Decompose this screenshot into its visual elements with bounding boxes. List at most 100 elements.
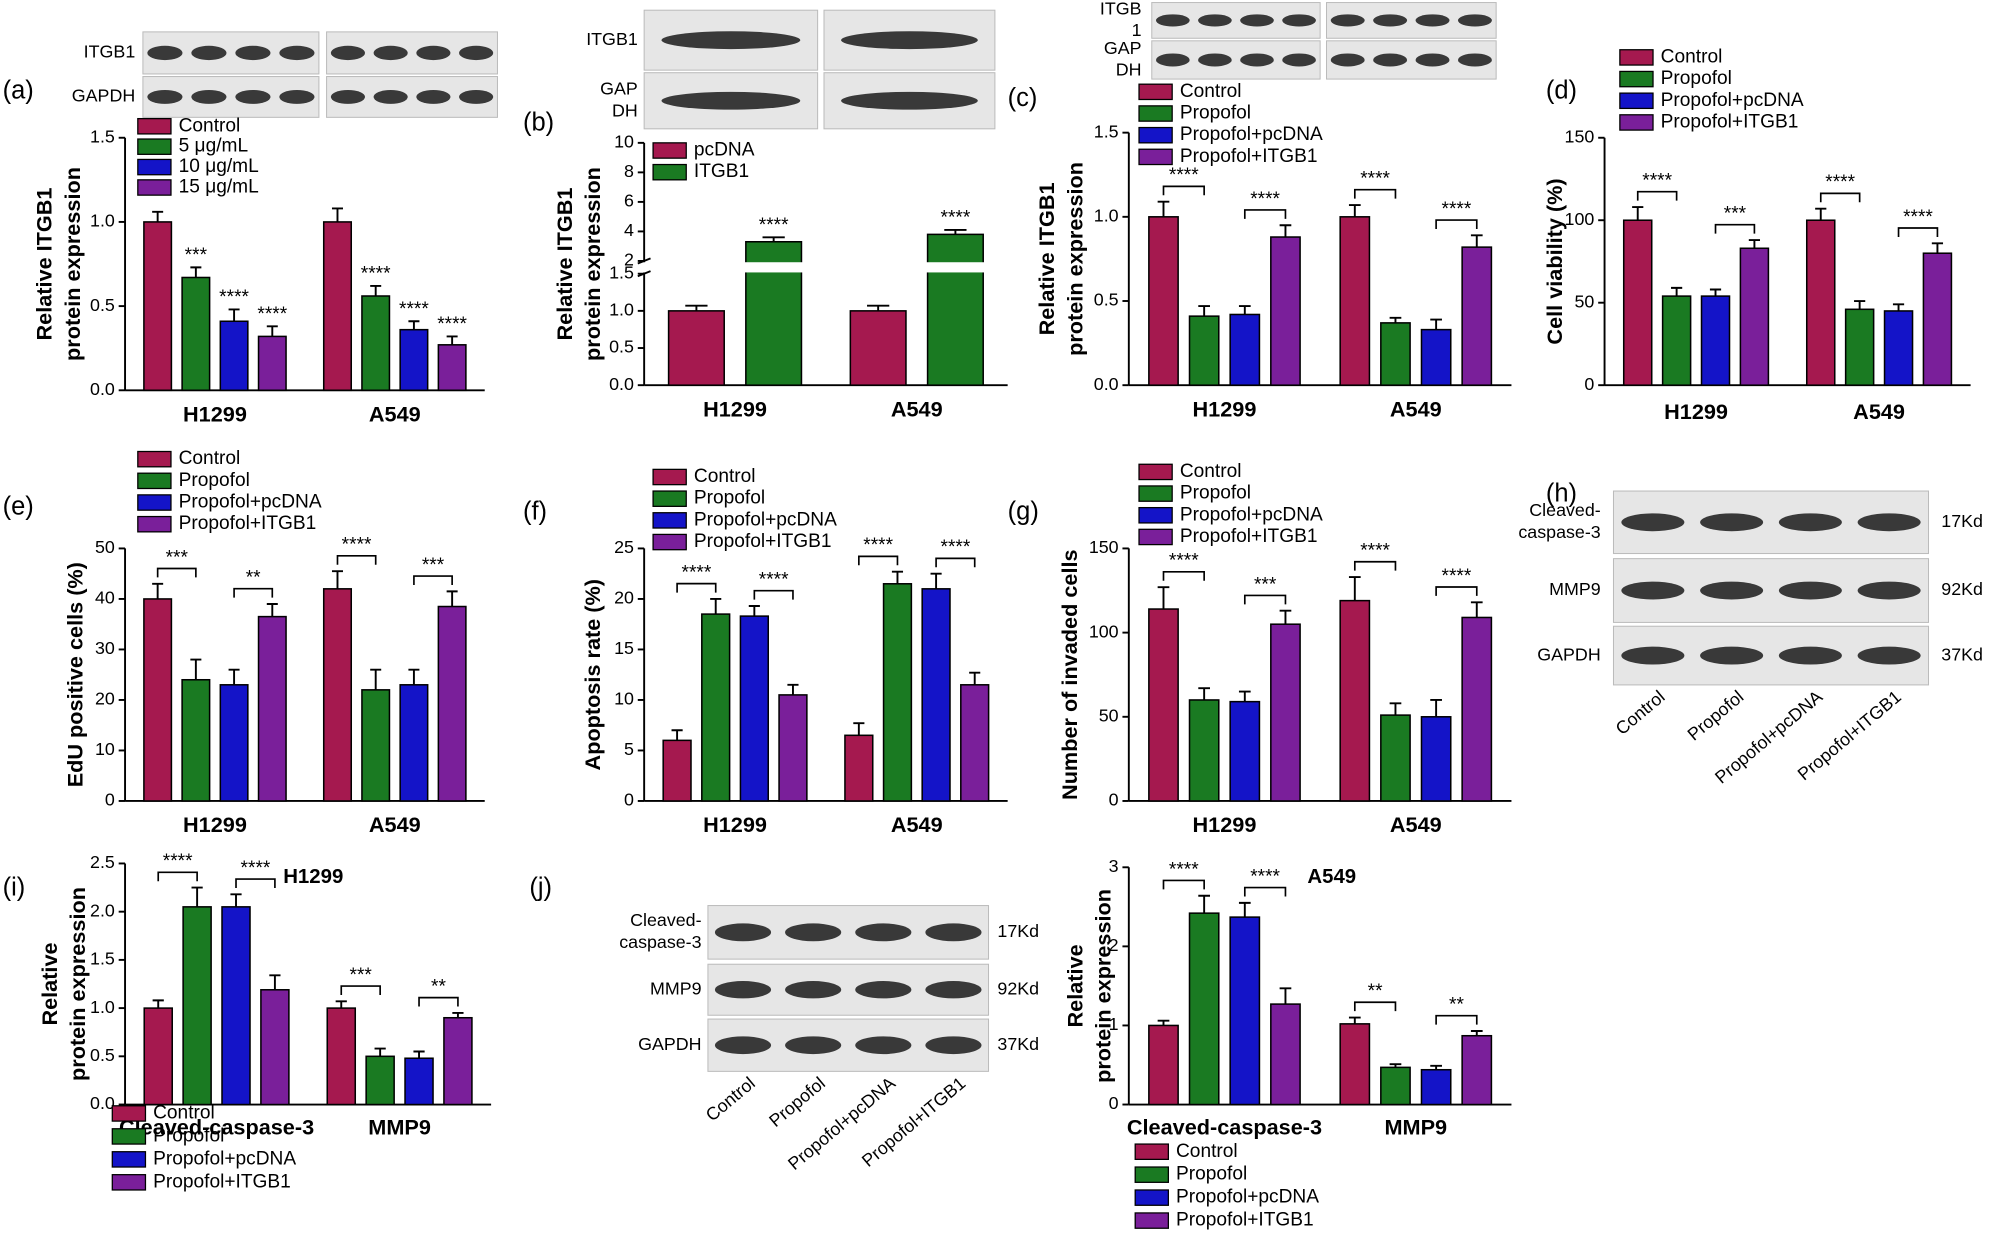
significance: *** <box>350 965 373 986</box>
blot-band <box>785 1036 842 1055</box>
blot-row-label: DH <box>1116 60 1142 80</box>
blot-band <box>191 89 227 104</box>
legend-label: Propofol+pcDNA <box>1661 90 1804 111</box>
blot-row-label: MMP9 <box>1549 579 1601 599</box>
bar <box>1188 912 1220 1106</box>
y-tick-label: 0.5 <box>90 1045 115 1065</box>
bar <box>1229 313 1261 386</box>
blot-band <box>279 45 315 61</box>
y-tick-label: 1.5 <box>1094 121 1119 141</box>
significance: ** <box>1449 995 1464 1016</box>
legend-label: Propofol <box>1176 1164 1247 1185</box>
significance: ** <box>1368 981 1383 1002</box>
legend-swatch <box>1138 506 1173 524</box>
legend-label: Control <box>179 448 241 469</box>
bar <box>701 613 731 802</box>
blot-band <box>1621 581 1685 600</box>
error-bar <box>762 236 785 242</box>
legend-label: Control <box>179 115 241 136</box>
blot-band <box>1621 513 1685 532</box>
error-bar <box>1279 609 1292 625</box>
y-tick-label: 50 <box>1574 291 1594 311</box>
blot-size-label: 17Kd <box>997 921 1039 941</box>
significance-bracket <box>1353 560 1397 571</box>
error-bar <box>152 582 164 599</box>
blot-band <box>1198 53 1232 67</box>
y-tick-label: 8 <box>624 161 634 181</box>
bar <box>1148 608 1179 802</box>
y-tick-label: 0 <box>1584 374 1594 394</box>
x-tick-label: H1299 <box>1193 396 1257 421</box>
y-tick-label: 0.0 <box>90 1093 115 1113</box>
y-tick-label: 3 <box>1109 856 1119 876</box>
bar <box>260 989 290 1106</box>
y-tick-label: 4 <box>624 220 634 240</box>
significance-bracket <box>1435 1014 1478 1025</box>
error-bar <box>266 325 278 337</box>
blot-band <box>785 923 842 942</box>
blot-band <box>373 45 408 61</box>
y-axis-label: protein expression <box>1090 889 1115 1083</box>
bar <box>662 739 692 802</box>
y-tick-label: 1 <box>1109 1014 1119 1034</box>
y-tick-label: 1.0 <box>1094 206 1119 226</box>
significance-bracket <box>1243 886 1287 897</box>
blot-row-label: ITGB <box>1100 0 1142 18</box>
blot-lane-label: Propofol <box>765 1073 829 1131</box>
y-tick-label: 0.0 <box>90 379 115 399</box>
y-axis-label: Relative ITGB1 <box>32 188 57 341</box>
blot-band <box>1373 14 1408 27</box>
error-bar <box>331 207 343 222</box>
y-axis-label: protein expression <box>60 167 85 361</box>
blot-band <box>416 89 451 104</box>
error-bar <box>230 893 242 907</box>
blot-band <box>1778 646 1842 665</box>
significance-bracket <box>1162 571 1205 581</box>
blot-band <box>1857 646 1921 665</box>
legend-label: Propofol+pcDNA <box>694 509 837 530</box>
legend-swatch <box>111 1174 147 1191</box>
blot-band <box>1778 513 1842 532</box>
blot-lane-label: Propofol <box>1684 686 1748 744</box>
bar <box>1461 246 1493 386</box>
legend-label: Propofol+ITGB1 <box>1180 526 1318 547</box>
error-bar <box>152 210 164 222</box>
y-tick-label: 1.0 <box>90 997 115 1017</box>
blot-row-label: GAP <box>1104 38 1142 58</box>
y-tick-label: 1.5 <box>609 262 634 282</box>
legend-label: Propofol+ITGB1 <box>153 1171 291 1192</box>
bar <box>404 1057 434 1106</box>
x-tick-label: A549 <box>369 812 421 837</box>
legend-label: Propofol <box>153 1125 224 1146</box>
y-tick-label: 40 <box>95 588 115 608</box>
error-bar <box>1279 987 1292 1005</box>
significance-bracket <box>935 557 976 568</box>
bar <box>1270 236 1301 386</box>
error-bar <box>1430 1064 1442 1070</box>
error-bar <box>1238 305 1251 315</box>
significance: **** <box>759 570 789 591</box>
y-tick-label: 20 <box>95 689 115 709</box>
blot-row-label: 1 <box>1132 20 1142 40</box>
error-bar <box>1279 224 1292 238</box>
error-bar <box>228 668 240 685</box>
significance: **** <box>1903 207 1933 228</box>
significance-bracket <box>1353 188 1397 199</box>
error-bar <box>930 572 942 589</box>
y-tick-label: 20 <box>614 588 634 608</box>
blot-size-label: 37Kd <box>997 1034 1039 1054</box>
error-bar <box>1815 207 1827 221</box>
bar <box>1148 1024 1179 1106</box>
bar <box>1270 1003 1301 1106</box>
legend-swatch <box>111 1105 147 1122</box>
blot-row-label: GAPDH <box>1537 644 1600 664</box>
bar <box>219 320 249 392</box>
blot-band <box>841 31 978 50</box>
error-bar <box>269 974 281 990</box>
blot-band <box>855 923 912 942</box>
bar <box>921 588 951 802</box>
blot-row-label: caspase-3 <box>619 932 701 952</box>
y-tick-label: 25 <box>614 537 634 557</box>
error-bar <box>370 668 382 690</box>
legend-label: Propofol <box>1661 68 1732 89</box>
